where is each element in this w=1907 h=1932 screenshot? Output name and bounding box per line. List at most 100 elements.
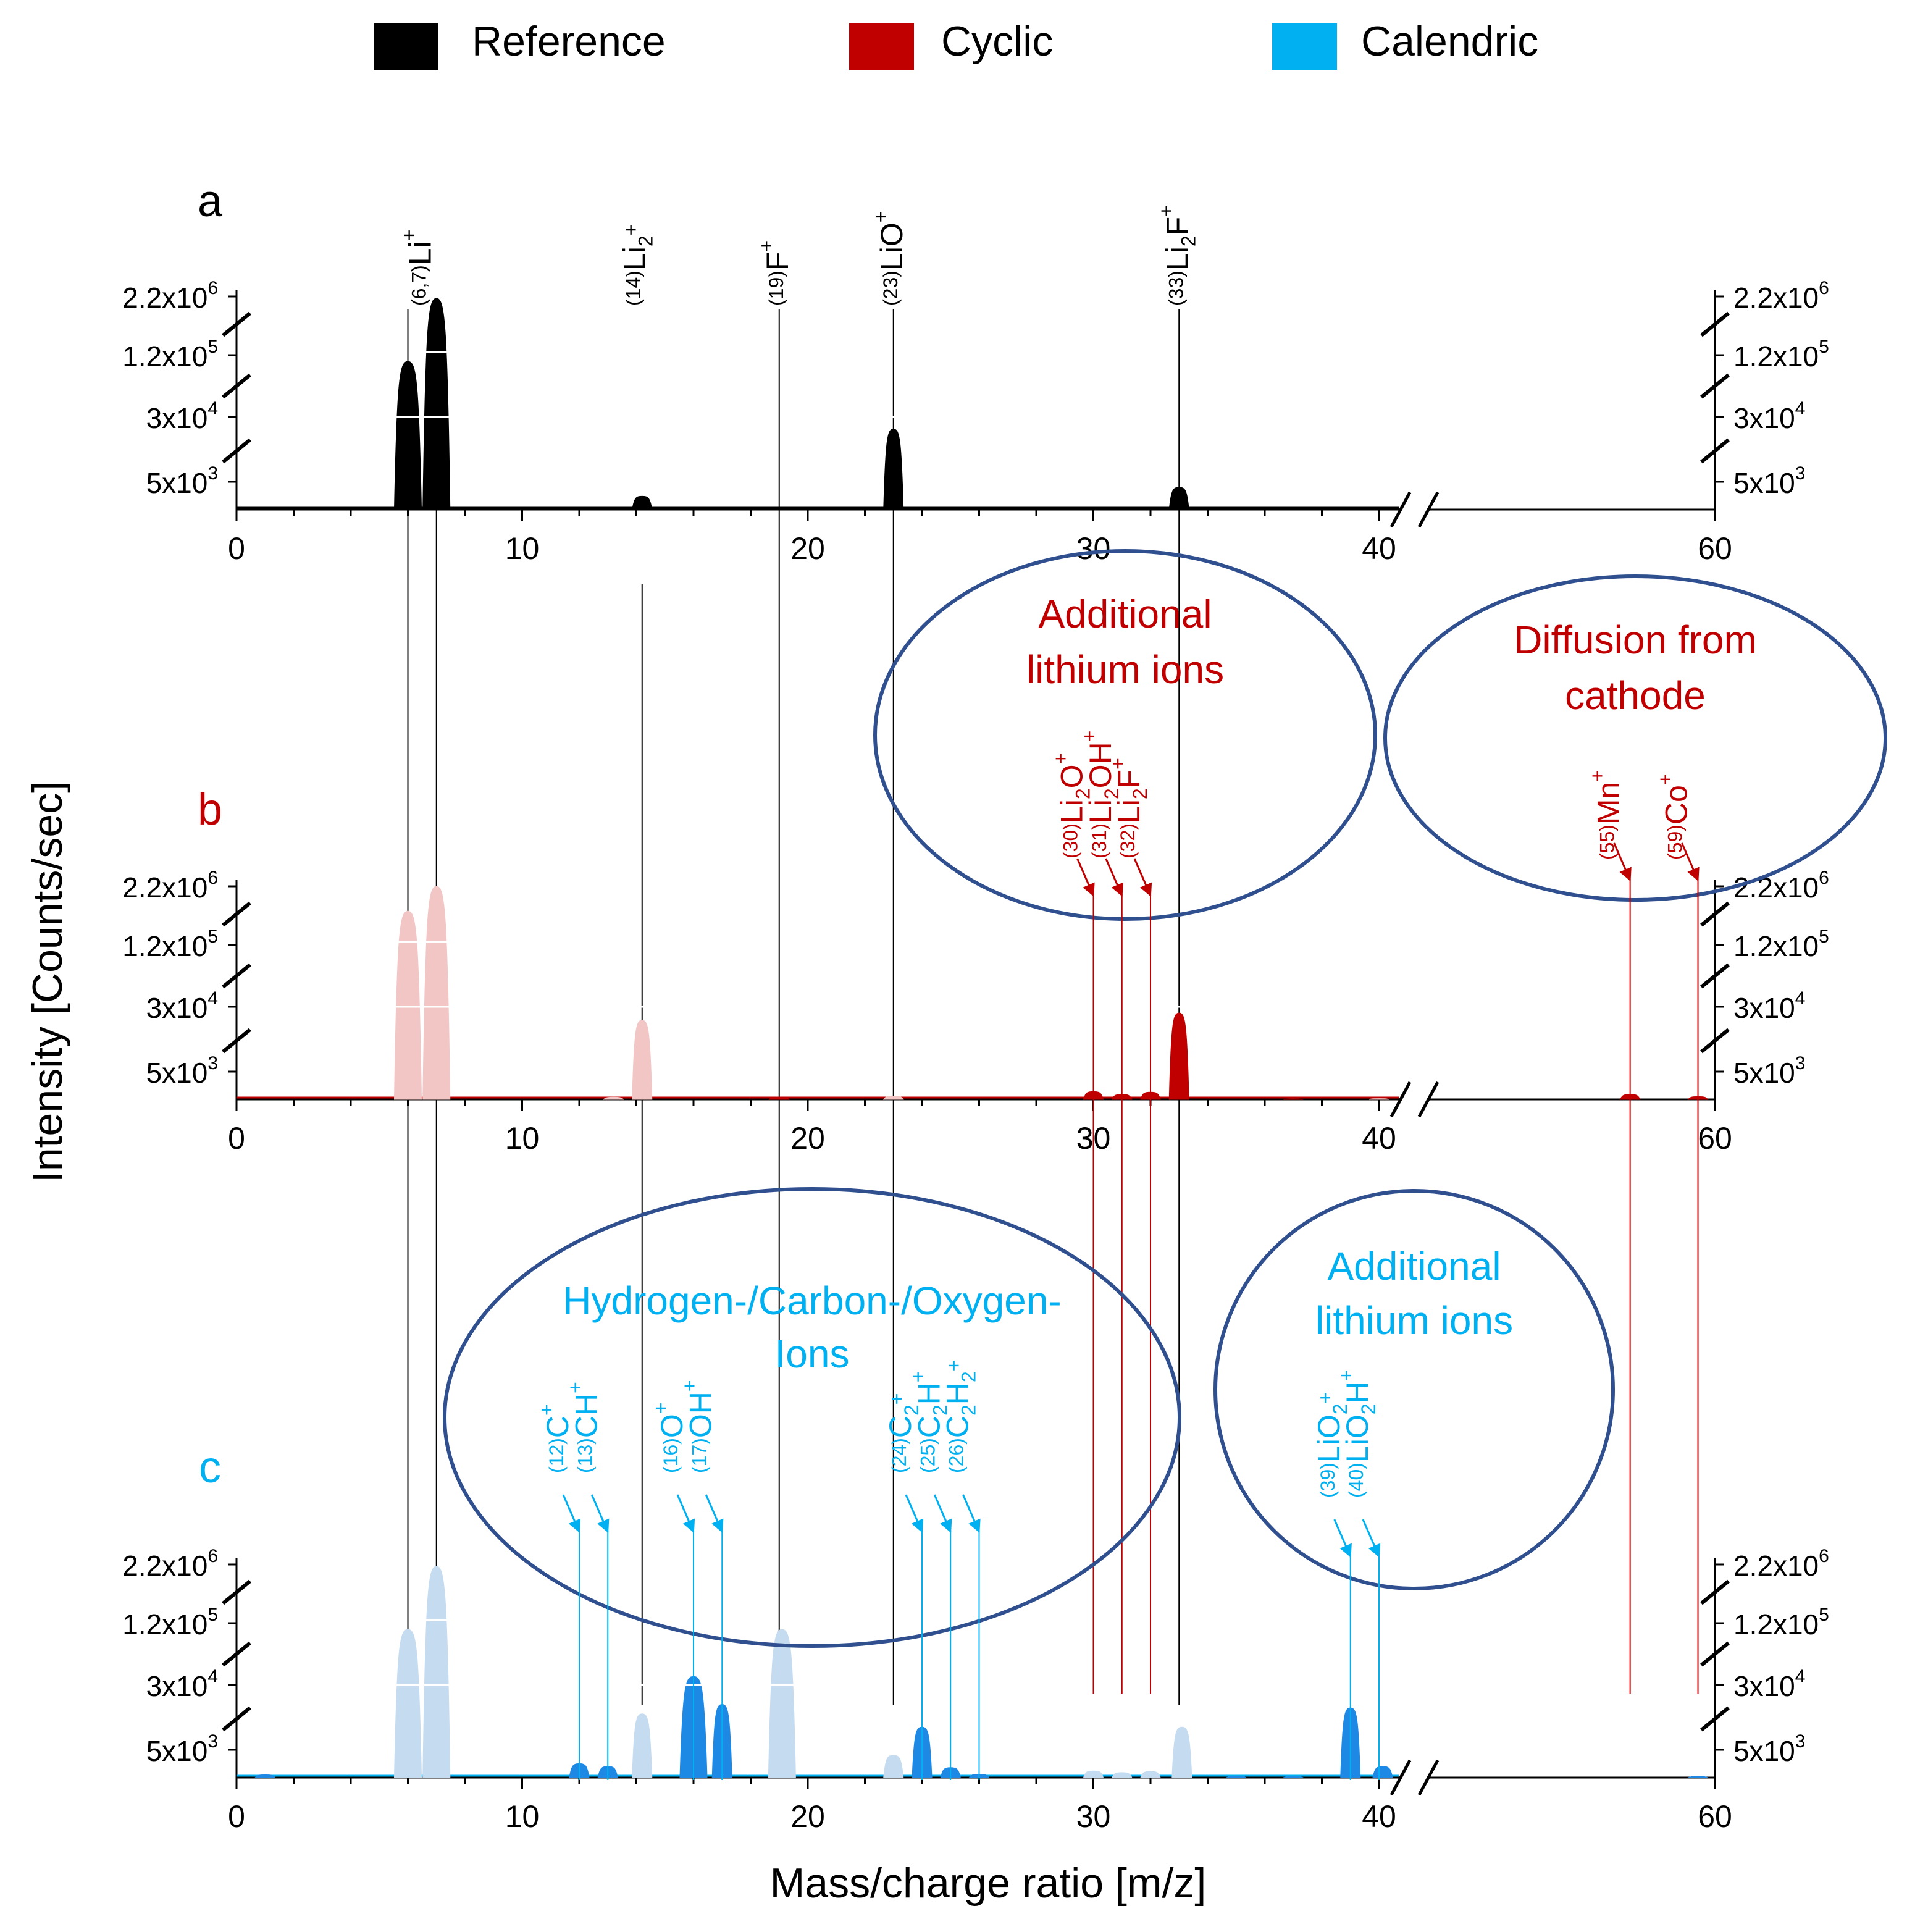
callout-ellipse (443, 1187, 1181, 1648)
x-tick-label: 30 (1076, 531, 1111, 566)
spectrum-peak (1372, 1766, 1393, 1778)
spectrum-peak (1112, 508, 1132, 510)
y-tick-label-left: 2.2x106 (122, 868, 218, 904)
callout-arrow (1076, 858, 1095, 897)
y-axis-break-mark (1700, 1579, 1730, 1605)
y-tick-label-right: 1.2x105 (1733, 926, 1829, 962)
spectrum-peak (393, 910, 422, 1100)
callout-ion-label: (17)OH+ (678, 1380, 718, 1473)
y-tick-label-left: 1.2x105 (122, 1605, 218, 1640)
callout-title: cathode (1565, 673, 1706, 718)
y-tick-label-left: 1.2x105 (122, 926, 218, 962)
peak-label-reference: (23)LiO+ (870, 211, 909, 306)
spectrum-peak (1083, 1770, 1104, 1778)
spectrum-peak (882, 1096, 904, 1100)
y-tick-label-left: 3x104 (146, 988, 218, 1024)
spectrum-peak (1226, 1776, 1246, 1778)
spectrum-peak (422, 1566, 451, 1778)
peak-label-reference: (19)F+ (755, 240, 795, 306)
y-axis-break-mark (1700, 438, 1730, 464)
x-tick-label: 20 (790, 1799, 825, 1834)
y-tick-label-right: 5x103 (1733, 1053, 1805, 1089)
y-axis-break-mark (222, 1641, 251, 1667)
callout-ion-label: (24)C2+ (883, 1393, 923, 1474)
legend-label-cyclic: Cyclic (941, 18, 1053, 65)
panel-label-a: a (198, 177, 223, 226)
legend-swatch-reference (374, 23, 438, 70)
y-axis-break-mark (222, 963, 251, 989)
callout-title: Additional (1327, 1244, 1501, 1288)
y-axis-break-mark (222, 311, 251, 337)
spectrum-peak (1111, 1772, 1133, 1778)
x-axis-break-mark (1389, 1081, 1412, 1118)
legend-label-reference: Reference (472, 18, 666, 65)
callout-arrow (1681, 842, 1700, 881)
x-tick-label: 10 (505, 1121, 540, 1156)
legend-item-cyclic: Cyclic (849, 18, 1053, 70)
callout-ion-label: (40)LiO2H+ (1335, 1370, 1380, 1498)
x-tick-label: 60 (1698, 531, 1732, 566)
callout-title: Additional (1038, 592, 1212, 636)
spectrum-peak (1283, 1776, 1304, 1778)
callout-ion-label: (13)CH+ (564, 1382, 603, 1473)
y-tick-label-right: 2.2x106 (1733, 278, 1829, 314)
spectrum-peak (603, 1096, 624, 1100)
x-tick-label: 20 (790, 531, 825, 566)
spectrum-peak (883, 429, 904, 510)
x-tick-label: 20 (790, 1121, 825, 1156)
callout-arrow (1333, 1519, 1352, 1558)
callout-title: lithium ions (1026, 647, 1224, 692)
callout-arrow (562, 1494, 581, 1533)
x-tick-label: 40 (1362, 1799, 1396, 1834)
spectrum-peak (393, 1629, 422, 1778)
spectrum-peak (1168, 487, 1189, 510)
y-tick-label-left: 2.2x106 (122, 1546, 218, 1582)
x-axis-break-mark (1417, 491, 1440, 528)
x-axis-break-mark (1389, 1759, 1412, 1796)
x-tick-label: 10 (505, 531, 540, 566)
peak-label-reference: (33)Li2F+ (1155, 205, 1199, 306)
spectrum-peak (1688, 1776, 1708, 1778)
x-tick-label: 0 (228, 1799, 245, 1834)
callout-ion-label: (26)C2H2+ (941, 1360, 980, 1473)
y-tick-label-right: 2.2x106 (1733, 1546, 1829, 1582)
callout-arrow (705, 1494, 724, 1533)
x-axis-break-mark (1417, 1759, 1440, 1796)
y-axis-break-mark (1700, 311, 1730, 337)
spectrum-peak (254, 1774, 276, 1778)
x-tick-label: 40 (1362, 531, 1396, 566)
spectrum-peak (883, 1755, 904, 1778)
callout-arrow (1133, 858, 1152, 897)
spectrum-peak (768, 1097, 790, 1100)
spectrum-peak (1374, 508, 1395, 510)
callout-arrow (962, 1494, 981, 1533)
callout-ion-label: (59)Co+ (1654, 773, 1694, 860)
x-tick-label: 0 (228, 531, 245, 566)
spectrum-peak (632, 495, 653, 510)
y-axis-break-mark (222, 438, 251, 464)
panel-label-b: b (198, 785, 222, 834)
callout-arrow (1613, 842, 1632, 881)
panel-a: a 0 10 20 30 40 60 2.2x106 2.2x106 1.2x105 1.2x105… (122, 177, 1829, 566)
callout-ion-label: (55)Mn+ (1586, 770, 1626, 860)
spectrum-peak (1346, 508, 1367, 510)
spectrum-peak (768, 507, 790, 510)
callout-title: Hydrogen-/Carbon-/Oxygen- (563, 1279, 1061, 1323)
y-tick-label-right: 1.2x105 (1733, 1605, 1829, 1640)
y-axis-break-mark (1700, 1706, 1730, 1732)
y-axis-break-mark (222, 1028, 251, 1054)
spectrum-peak (422, 886, 451, 1100)
y-tick-label-right: 5x103 (1733, 463, 1805, 499)
callout-arrow (590, 1494, 610, 1533)
callout-arrow (1362, 1519, 1381, 1558)
x-tick-label: 60 (1698, 1799, 1732, 1834)
y-axis-break-mark (222, 373, 251, 399)
callout-arrow (933, 1494, 952, 1533)
spectrum-peak (632, 1713, 653, 1778)
spectrum-peak (768, 1629, 796, 1778)
x-axis-break-mark (1389, 491, 1412, 528)
spectrum-peak (393, 361, 422, 510)
legend-label-calendric: Calendric (1361, 18, 1538, 65)
x-axis-break-mark (1417, 1081, 1440, 1118)
callout-title: lithium ions (1315, 1298, 1513, 1343)
